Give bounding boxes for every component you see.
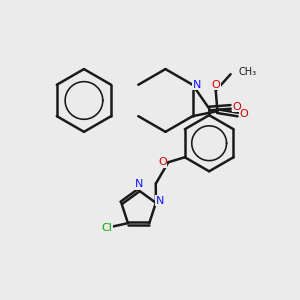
Text: O: O bbox=[158, 157, 167, 167]
Text: O: O bbox=[239, 110, 248, 119]
Text: N: N bbox=[193, 80, 201, 90]
Text: CH₃: CH₃ bbox=[239, 67, 257, 76]
Text: N: N bbox=[156, 196, 164, 206]
Text: Cl: Cl bbox=[102, 223, 112, 233]
Text: O: O bbox=[212, 80, 220, 90]
Text: O: O bbox=[232, 102, 241, 112]
Text: N: N bbox=[134, 179, 143, 189]
